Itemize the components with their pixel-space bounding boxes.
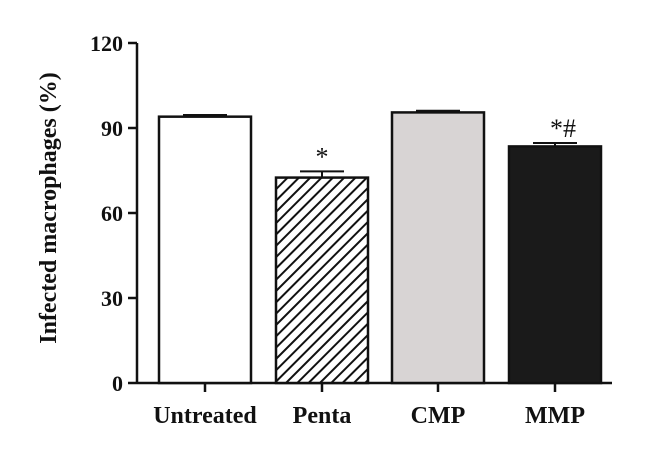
x-tick-label: Penta xyxy=(293,403,352,429)
bars-group xyxy=(157,109,603,385)
y-axis-label: Infected macrophages (%) xyxy=(36,72,62,344)
y-tick-label: 90 xyxy=(101,116,123,141)
x-tick-label: CMP xyxy=(411,403,466,429)
x-tick-label: Untreated xyxy=(153,403,257,429)
y-tick-label: 60 xyxy=(101,201,123,226)
significance-annotation: * xyxy=(316,142,329,171)
bar-mmp xyxy=(507,145,603,385)
labels-group: Infected macrophages (%) Untreated Penta * C… xyxy=(36,72,585,429)
x-tick-label: MMP xyxy=(525,403,585,429)
significance-annotation: *# xyxy=(550,114,576,143)
y-tick-label: 0 xyxy=(112,371,123,396)
y-tick-label: 30 xyxy=(101,286,123,311)
y-tick-label: 120 xyxy=(90,31,123,56)
bar-cmp xyxy=(390,111,486,385)
bar-penta xyxy=(274,176,370,385)
bar-untreated xyxy=(157,115,253,385)
